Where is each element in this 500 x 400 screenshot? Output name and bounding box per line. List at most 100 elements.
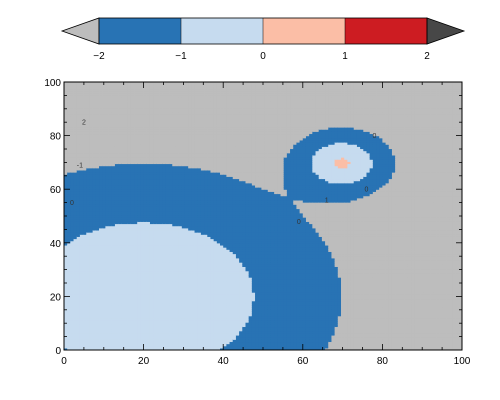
contour-cell xyxy=(134,311,138,315)
contour-cell xyxy=(114,289,119,293)
contour-cell xyxy=(79,262,84,265)
contour-cell xyxy=(105,253,110,257)
contour-cell xyxy=(86,274,91,278)
contour-cell xyxy=(124,174,129,177)
contour-cell xyxy=(105,144,110,147)
contour-cell xyxy=(118,135,122,139)
contour-cell xyxy=(108,289,113,293)
contour-cell xyxy=(114,311,119,315)
contour-cell xyxy=(89,217,94,220)
contour-cell xyxy=(134,257,138,261)
contour-cell xyxy=(86,90,91,94)
contour-cell xyxy=(83,176,87,180)
contour-cell xyxy=(127,272,132,276)
contour-cell xyxy=(83,251,87,255)
contour-cell xyxy=(64,221,68,225)
contour-cell xyxy=(64,257,68,261)
contour-cell xyxy=(99,311,103,315)
contour-cell xyxy=(102,328,106,332)
contour-cell xyxy=(99,109,103,113)
contour-cell xyxy=(86,279,91,282)
contour-cell xyxy=(114,116,119,120)
contour-cell xyxy=(83,322,87,325)
contour-cell xyxy=(64,84,68,87)
contour-cell xyxy=(114,131,119,135)
contour-cell xyxy=(64,206,68,210)
contour-cell xyxy=(99,217,103,220)
contour-cell xyxy=(134,268,138,272)
contour-cell xyxy=(67,247,71,250)
contour-cell xyxy=(134,281,138,285)
contour-cell xyxy=(89,165,94,169)
contour-cell xyxy=(108,283,113,287)
contour-cell xyxy=(76,129,81,132)
contour-cell xyxy=(124,86,129,90)
contour-cell xyxy=(99,165,103,169)
contour-cell xyxy=(92,195,97,199)
contour-cell xyxy=(118,172,122,175)
contour-cell xyxy=(134,142,138,145)
contour-cell xyxy=(137,259,142,263)
contour-cell xyxy=(67,122,71,126)
contour-cell xyxy=(67,229,71,233)
contour-cell xyxy=(70,191,75,195)
contour-cell xyxy=(114,249,119,252)
contour-cell xyxy=(67,142,71,145)
contour-cell xyxy=(67,302,71,306)
contour-cell xyxy=(121,255,126,259)
contour-cell xyxy=(83,124,87,128)
contour-cell xyxy=(102,268,106,272)
contour-cell xyxy=(83,92,87,96)
contour-cell xyxy=(105,317,110,321)
contour-cell xyxy=(86,109,91,113)
contour-cell xyxy=(70,330,75,334)
contour-cell xyxy=(83,347,87,350)
contour-cell xyxy=(86,116,91,120)
contour-cell xyxy=(70,144,75,147)
contour-cell xyxy=(118,307,122,310)
contour-cell xyxy=(111,283,116,287)
contour-cell xyxy=(118,167,122,171)
contour-cell xyxy=(83,281,87,285)
contour-cell xyxy=(108,90,113,94)
contour-cell xyxy=(130,249,135,252)
contour-cell xyxy=(118,176,122,180)
contour-cell xyxy=(83,178,87,182)
contour-cell xyxy=(67,251,71,255)
contour-cell xyxy=(121,135,126,139)
contour-cell xyxy=(89,127,94,130)
contour-cell xyxy=(86,249,91,252)
contour-cell xyxy=(95,92,100,96)
contour-cell xyxy=(95,112,100,115)
contour-cell xyxy=(89,334,94,338)
contour-cell xyxy=(76,86,81,90)
contour-cell xyxy=(114,285,119,289)
contour-cell xyxy=(108,296,113,300)
contour-cell xyxy=(83,116,87,120)
contour-cell xyxy=(73,240,78,244)
contour-cell xyxy=(102,139,106,143)
contour-cell xyxy=(114,326,119,330)
contour-cell xyxy=(79,227,84,231)
contour-cell xyxy=(99,341,103,345)
contour-cell xyxy=(76,242,81,246)
contour-cell xyxy=(134,236,138,240)
contour-cell xyxy=(99,124,103,128)
contour-cell xyxy=(130,142,135,145)
contour-cell xyxy=(108,274,113,278)
contour-cell xyxy=(83,103,87,107)
contour-cell xyxy=(86,302,91,306)
contour-cell xyxy=(95,326,100,330)
contour-cell xyxy=(127,330,132,334)
contour-cell xyxy=(118,131,122,135)
contour-cell xyxy=(111,255,116,259)
contour-cell xyxy=(64,178,68,182)
contour-cell xyxy=(111,90,116,94)
contour-cell xyxy=(127,292,132,295)
contour-cell xyxy=(111,279,116,282)
contour-cell xyxy=(89,326,94,330)
contour-cell xyxy=(92,144,97,147)
contour-cell xyxy=(102,240,106,244)
contour-cell xyxy=(64,270,68,274)
contour-cell xyxy=(86,341,91,345)
